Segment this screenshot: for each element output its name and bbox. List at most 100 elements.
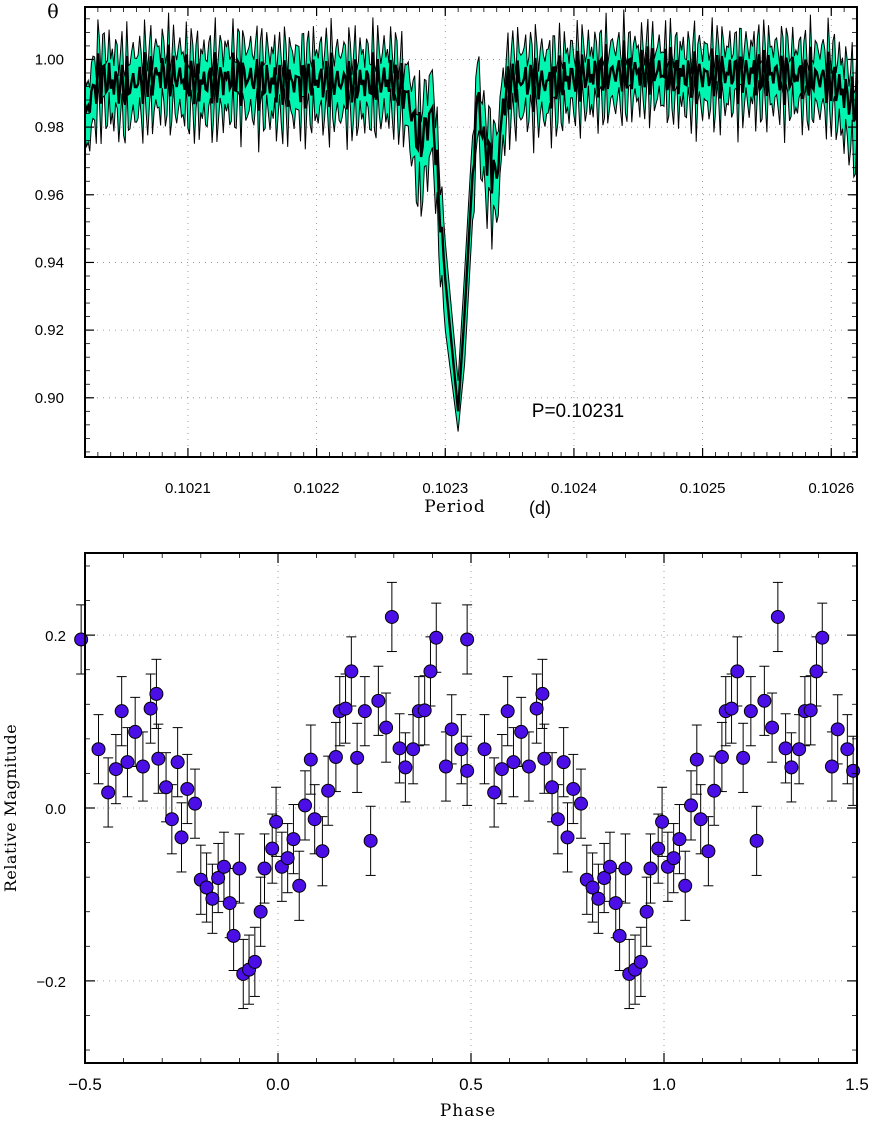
data-point — [618, 861, 633, 876]
data-point — [247, 954, 262, 969]
data-point — [743, 704, 758, 719]
data-point — [303, 752, 318, 767]
data-point — [701, 844, 716, 859]
data-point — [429, 630, 444, 645]
period-tick-label: 0.1025 — [680, 480, 726, 497]
data-point — [672, 832, 687, 847]
phase-tick-label: 1.5 — [845, 1075, 869, 1094]
data-point — [357, 704, 372, 719]
data-point — [232, 861, 247, 876]
data-point — [222, 896, 237, 911]
light-curve-frame — [84, 552, 858, 1064]
theta-tick-label: 1.00 — [35, 51, 64, 68]
data-point — [574, 796, 589, 811]
data-point — [101, 785, 116, 800]
data-point — [815, 630, 830, 645]
phase-tick-label: 1.0 — [652, 1075, 676, 1094]
periodogram-ylabel: θ — [47, 1, 58, 23]
data-point — [597, 871, 612, 886]
magnitude-tick-label: 0.2 — [45, 628, 66, 645]
period-tick-label: 0.1026 — [808, 480, 854, 497]
data-point — [143, 701, 158, 716]
data-point — [149, 686, 164, 701]
data-point — [803, 703, 818, 718]
data-point — [633, 954, 648, 969]
data-point — [257, 861, 272, 876]
periodogram-panel: 0.1021 0.1022 0.1023 0.1024 0.1025 0.1026 0.90… — [35, 1, 859, 518]
light-curve-ylabel: Relative Magnitude — [1, 724, 20, 892]
data-point — [216, 859, 231, 874]
data-point — [500, 704, 515, 719]
data-point — [585, 880, 600, 895]
data-point — [406, 742, 421, 757]
data-point — [521, 759, 536, 774]
data-point — [438, 759, 453, 774]
data-point — [749, 833, 764, 848]
light-curve-plot-area — [85, 553, 857, 1063]
data-point — [666, 851, 681, 866]
data-point — [757, 693, 772, 708]
data-point — [180, 781, 195, 796]
phase-tick-label: −0.5 — [68, 1075, 102, 1094]
data-point — [693, 812, 708, 827]
data-point — [114, 704, 129, 719]
data-point — [226, 928, 241, 943]
theta-tick-label: 0.94 — [35, 254, 64, 271]
data-point — [612, 928, 627, 943]
periodogram-xlabel-unit: (d) — [529, 498, 551, 518]
data-point — [651, 841, 666, 856]
magnitude-tick-label: 0.0 — [45, 801, 66, 818]
data-point — [684, 798, 699, 813]
data-point — [514, 724, 529, 739]
theta-tick-label: 0.96 — [35, 187, 64, 204]
data-point — [770, 609, 785, 624]
data-point — [730, 664, 745, 679]
theta-tick-label: 0.90 — [35, 390, 64, 407]
data-point — [188, 796, 203, 811]
magnitude-tick-label: −0.2 — [36, 974, 66, 991]
period-tick-label: 0.1021 — [165, 480, 211, 497]
data-point — [298, 798, 313, 813]
data-point — [545, 780, 560, 795]
data-point — [321, 783, 336, 798]
data-point — [371, 693, 386, 708]
data-point — [280, 851, 295, 866]
data-point — [292, 878, 307, 893]
data-point — [338, 701, 353, 716]
data-point — [460, 632, 475, 647]
data-point — [724, 701, 739, 716]
data-point — [537, 751, 552, 766]
data-point — [350, 750, 365, 765]
data-point — [363, 833, 378, 848]
data-point — [506, 755, 521, 770]
theta-tick-label: 0.92 — [35, 322, 64, 339]
data-point — [529, 701, 544, 716]
period-annotation: P=0.10231 — [532, 401, 624, 422]
data-point — [379, 720, 394, 735]
data-point — [792, 742, 807, 757]
period-tick-label: 0.1023 — [422, 480, 468, 497]
data-point — [384, 609, 399, 624]
light-curve-xlabel: Phase — [440, 1101, 496, 1121]
data-point — [265, 841, 280, 856]
data-point — [591, 891, 606, 906]
data-point — [164, 812, 179, 827]
data-point — [689, 752, 704, 767]
light-curve-panel: −0.5 0.0 0.5 1.0 1.5 −0.2 0.0 0.2 Phase Relativ… — [1, 552, 869, 1121]
data-point — [444, 722, 459, 737]
data-point — [784, 760, 799, 775]
periodogram-xlabel-word: Period — [424, 497, 485, 517]
phase-tick-label: 0.5 — [459, 1075, 483, 1094]
data-point — [170, 755, 185, 770]
data-point — [108, 762, 123, 777]
period-tick-label: 0.1024 — [551, 480, 597, 497]
data-point — [174, 830, 189, 845]
data-point — [417, 703, 432, 718]
data-point — [211, 871, 226, 886]
light-curve-ticks: −0.5 0.0 0.5 1.0 1.5 −0.2 0.0 0.2 — [36, 553, 869, 1094]
periodogram-frame — [84, 6, 858, 458]
data-point — [639, 904, 654, 919]
data-point — [560, 830, 575, 845]
data-point — [269, 814, 284, 829]
